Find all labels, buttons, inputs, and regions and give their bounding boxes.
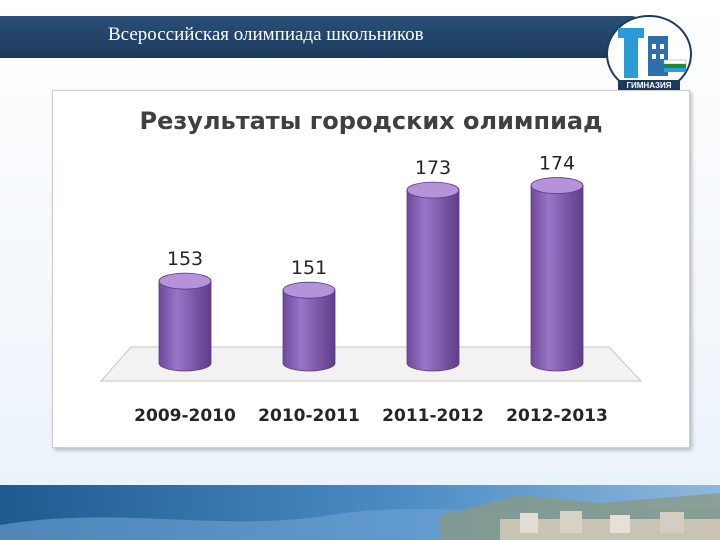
bar-top (158, 272, 212, 290)
title-bar: Всероссийская олимпиада школьников (0, 16, 640, 58)
footer-landscape (0, 485, 720, 540)
chart-title: Результаты городских олимпиад (139, 107, 603, 135)
bar-body (282, 289, 336, 372)
bar-body (158, 280, 212, 372)
value-label: 174 (539, 153, 575, 175)
slide-title: Всероссийская олимпиада школьников (108, 24, 424, 45)
bar-2009-2010: 153 (158, 248, 212, 372)
bar-body (530, 185, 584, 372)
value-label: 151 (291, 257, 327, 279)
category-label: 2012-2013 (506, 406, 608, 426)
value-label: 173 (415, 157, 451, 179)
chart-panel: Результаты городских олимпиад 153 151 173 1… (52, 90, 690, 448)
category-label: 2009-2010 (134, 406, 236, 426)
logo-caption: ГИМНАЗИЯ (626, 81, 671, 90)
bar-2012-2013: 174 (530, 153, 584, 372)
bar-2010-2011: 151 (282, 257, 336, 372)
value-label: 153 (167, 248, 203, 270)
bar-top (282, 281, 336, 299)
category-label: 2011-2012 (382, 406, 484, 426)
gymnasium-logo: ГИМНАЗИЯ (604, 14, 694, 94)
bar-2011-2012: 173 (406, 157, 460, 372)
bar-top (530, 177, 584, 194)
category-label: 2010-2011 (258, 406, 360, 426)
bar-top (406, 181, 460, 199)
bar-chart: 153 151 173 174 2009-2010 2010-2011 2011-2012… (99, 153, 643, 426)
chart-floor (99, 346, 643, 382)
bar-body (406, 189, 460, 372)
